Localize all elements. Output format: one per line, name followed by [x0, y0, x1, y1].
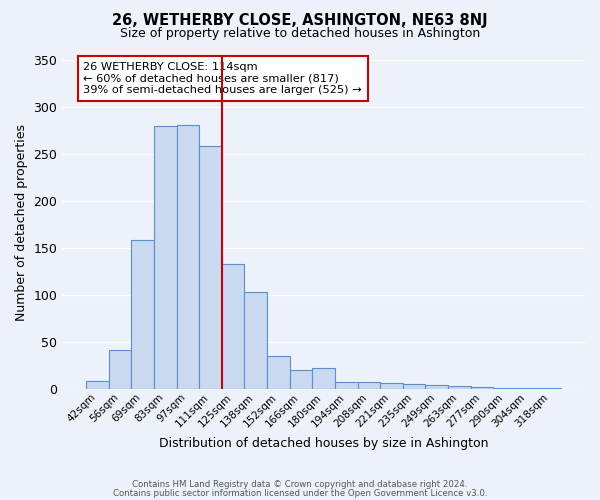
Bar: [539, 388, 561, 389]
Bar: [358, 382, 380, 389]
Bar: [471, 387, 493, 389]
Bar: [425, 386, 448, 389]
Bar: [267, 356, 290, 389]
Bar: [380, 384, 403, 389]
Bar: [131, 240, 154, 389]
Text: Size of property relative to detached houses in Ashington: Size of property relative to detached ho…: [120, 28, 480, 40]
Bar: [176, 124, 199, 389]
X-axis label: Distribution of detached houses by size in Ashington: Distribution of detached houses by size …: [159, 437, 488, 450]
Bar: [86, 380, 109, 389]
Bar: [199, 146, 222, 389]
Bar: [154, 126, 176, 389]
Text: Contains HM Land Registry data © Crown copyright and database right 2024.: Contains HM Land Registry data © Crown c…: [132, 480, 468, 489]
Bar: [244, 292, 267, 389]
Bar: [313, 368, 335, 389]
Text: 26, WETHERBY CLOSE, ASHINGTON, NE63 8NJ: 26, WETHERBY CLOSE, ASHINGTON, NE63 8NJ: [112, 12, 488, 28]
Bar: [403, 384, 425, 389]
Bar: [335, 382, 358, 389]
Text: Contains public sector information licensed under the Open Government Licence v3: Contains public sector information licen…: [113, 488, 487, 498]
Bar: [222, 264, 244, 389]
Bar: [448, 386, 471, 389]
Y-axis label: Number of detached properties: Number of detached properties: [15, 124, 28, 320]
Text: 26 WETHERBY CLOSE: 114sqm
← 60% of detached houses are smaller (817)
39% of semi: 26 WETHERBY CLOSE: 114sqm ← 60% of detac…: [83, 62, 362, 95]
Bar: [109, 350, 131, 389]
Bar: [493, 388, 516, 389]
Bar: [290, 370, 313, 389]
Bar: [516, 388, 539, 389]
